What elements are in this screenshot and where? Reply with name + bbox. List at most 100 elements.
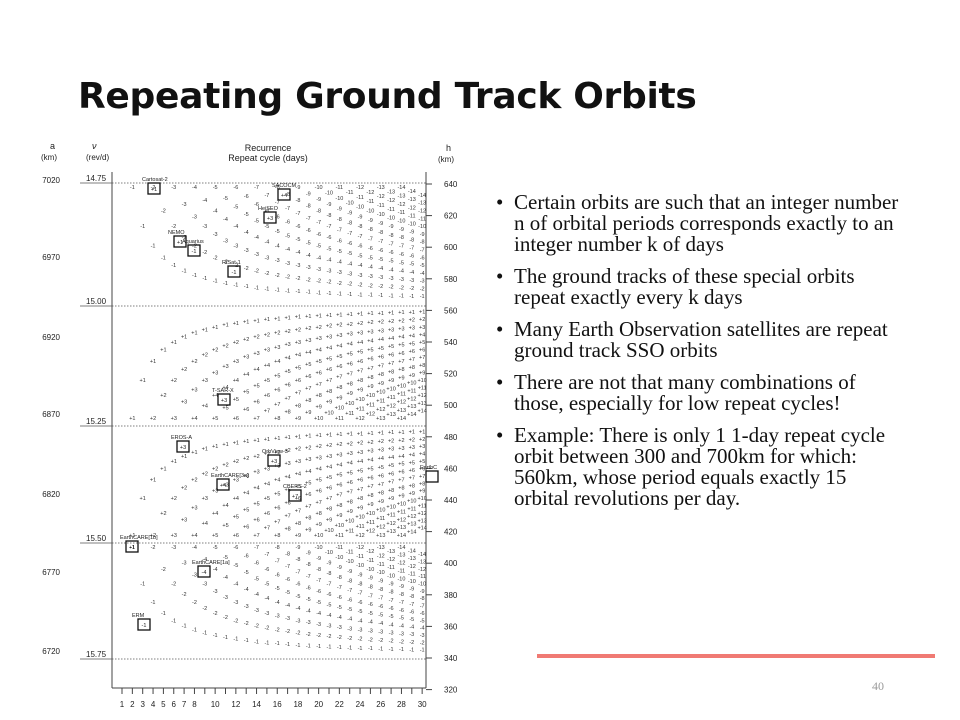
recurrence-mark: -9 [420,232,425,238]
recurrence-mark: +6 [264,393,270,399]
recurrence-mark: +8 [378,372,384,378]
recurrence-mark: -7 [347,588,352,594]
recurrence-mark: -2 [358,283,363,289]
recurrence-mark: -10 [397,576,405,582]
recurrence-mark: +7 [326,496,332,502]
recurrence-mark: +7 [347,490,353,496]
recurrence-mark: -10 [335,196,343,202]
recurrence-mark: +8 [409,483,415,489]
h-axis-symbol: h [446,143,451,153]
recurrence-mark: -3 [264,611,269,617]
recurrence-mark: +3 [336,333,342,339]
recurrence-mark: -6 [399,608,404,614]
recurrence-mark: +12 [386,521,395,527]
recurrence-mark: -3 [223,238,228,244]
recurrence-mark: -9 [399,227,404,233]
recurrence-mark: -9 [389,224,394,230]
nu-line-label: 15.50 [86,534,107,543]
h-tick-label: 440 [444,496,458,505]
recurrence-mark: +7 [326,378,332,384]
recurrence-mark: +12 [376,407,385,413]
recurrence-mark: -8 [316,209,321,215]
recurrence-mark: -12 [397,202,405,208]
satellite-box [216,478,230,491]
left-ticks: 7020 6970 6920 6870 6820 6770 6720 [42,176,60,656]
recurrence-mark: -2 [409,286,414,292]
recurrence-mark: +1 [326,313,332,319]
recurrence-mark: -4 [285,247,290,253]
recurrence-figure: a (km) ν (rev/d) Recurrence Repeat cycle… [30,140,480,715]
recurrence-mark: +5 [274,491,280,497]
recurrence-mark: -2 [161,567,166,573]
nu-line-label: 15.75 [86,650,107,659]
recurrence-mark: +12 [355,533,364,539]
recurrence-mark: +5 [316,359,322,365]
recurrence-mark: +4 [243,372,249,378]
recurrence-mark: +3 [181,517,187,523]
recurrence-mark: -4 [420,271,425,277]
recurrence-mark: -2 [285,629,290,635]
recurrence-mark: +2 [253,335,259,341]
recurrence-mark: +11 [335,533,344,539]
recurrence-mark: +8 [284,527,290,533]
recurrence-mark: -6 [420,611,425,617]
recurrence-mark: +4 [191,416,197,422]
recurrence-mark: -8 [316,567,321,573]
recurrence-mark: +9 [357,388,363,394]
recurrence-mark: -10 [366,567,374,573]
h-tick-label: 380 [444,591,458,600]
recurrence-mark: +13 [407,522,416,528]
satellite-box [187,244,201,257]
recurrence-mark: -3 [285,616,290,622]
recurrence-mark: +1 [150,359,156,365]
recurrence-mark: +1 [253,318,259,324]
satellite-mark: -1 [192,249,197,255]
recurrence-mark: -4 [264,240,269,246]
recurrence-mark: +6 [378,355,384,361]
recurrence-mark: +5 [367,466,373,472]
recurrence-mark: -8 [275,545,280,551]
recurrence-mark: -1 [399,647,404,653]
recurrence-mark: -2 [399,285,404,291]
recurrence-mark: -1 [389,647,394,653]
recurrence-mark: +4 [274,478,280,484]
day-tick-label: 5 [161,700,166,709]
recurrence-mark: -1 [327,291,332,297]
recurrence-mark: +6 [233,416,239,422]
recurrence-mark: +6 [305,374,311,380]
recurrence-mark: -1 [151,244,156,250]
recurrence-mark: -2 [254,624,259,630]
recurrence-mark: -4 [275,600,280,606]
recurrence-mark: +3 [367,449,373,455]
recurrence-mark: +2 [316,444,322,450]
recurrence-mark: -4 [378,266,383,272]
h-tick-label: 540 [444,338,458,347]
recurrence-mark: -6 [409,609,414,615]
recurrence-mark: -6 [296,224,301,230]
recurrence-mark: -2 [182,592,187,598]
recurrence-mark: -7 [378,596,383,602]
recurrence-mark: +2 [202,353,208,359]
recurrence-mark: +4 [264,363,270,369]
recurrence-mark: +2 [367,440,373,446]
recurrence-mark: +8 [357,378,363,384]
recurrence-mark: -5 [316,244,321,250]
recurrence-mark: -4 [223,217,228,223]
recurrence-mark: -1 [347,292,352,298]
recurrence-mark: +2 [253,454,259,460]
bottom-ticks: 1 2 3 4 5 6 7 8 10 12 14 16 18 20 22 24 26 28 30 [120,688,427,709]
recurrence-mark: -9 [399,584,404,590]
recurrence-mark: +10 [345,401,354,407]
recurrence-mark: -11 [356,195,364,201]
recurrence-mark: +2 [357,441,363,447]
recurrence-mark: -3 [306,265,311,271]
recurrence-mark: -4 [254,235,259,241]
recurrence-mark: -3 [358,273,363,279]
recurrence-mark: +5 [357,468,363,474]
recurrence-mark: -11 [418,216,426,222]
recurrence-mark: +9 [347,509,353,515]
recurrence-mark: +10 [314,416,323,422]
recurrence-mark: -2 [264,271,269,277]
recurrence-mark: +2 [222,462,228,468]
satellite-name: NEMO [168,230,185,236]
